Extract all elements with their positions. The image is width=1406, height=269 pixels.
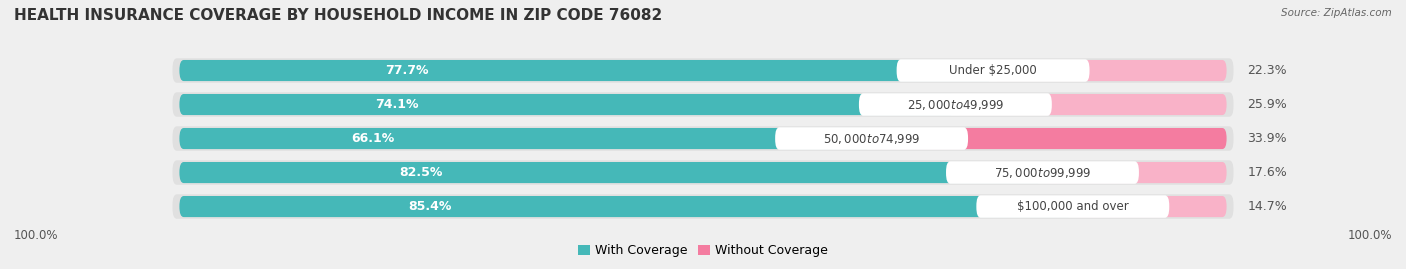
Text: HEALTH INSURANCE COVERAGE BY HOUSEHOLD INCOME IN ZIP CODE 76082: HEALTH INSURANCE COVERAGE BY HOUSEHOLD I… bbox=[14, 8, 662, 23]
Text: 100.0%: 100.0% bbox=[14, 229, 59, 242]
FancyBboxPatch shape bbox=[180, 196, 1073, 217]
Text: $100,000 and over: $100,000 and over bbox=[1017, 200, 1129, 213]
Text: 77.7%: 77.7% bbox=[385, 64, 429, 77]
FancyBboxPatch shape bbox=[173, 194, 1233, 219]
Text: $25,000 to $49,999: $25,000 to $49,999 bbox=[907, 98, 1004, 112]
FancyBboxPatch shape bbox=[180, 128, 872, 149]
FancyBboxPatch shape bbox=[1073, 196, 1226, 217]
Text: 33.9%: 33.9% bbox=[1247, 132, 1286, 145]
Text: 82.5%: 82.5% bbox=[399, 166, 443, 179]
FancyBboxPatch shape bbox=[180, 162, 1042, 183]
FancyBboxPatch shape bbox=[173, 126, 1233, 151]
FancyBboxPatch shape bbox=[872, 128, 1226, 149]
Text: $75,000 to $99,999: $75,000 to $99,999 bbox=[994, 165, 1091, 179]
FancyBboxPatch shape bbox=[1042, 162, 1226, 183]
FancyBboxPatch shape bbox=[180, 60, 993, 81]
Text: $50,000 to $74,999: $50,000 to $74,999 bbox=[823, 132, 921, 146]
FancyBboxPatch shape bbox=[775, 127, 969, 150]
Text: 17.6%: 17.6% bbox=[1247, 166, 1286, 179]
FancyBboxPatch shape bbox=[946, 161, 1139, 184]
Text: 22.3%: 22.3% bbox=[1247, 64, 1286, 77]
Legend: With Coverage, Without Coverage: With Coverage, Without Coverage bbox=[572, 239, 834, 262]
Text: 74.1%: 74.1% bbox=[375, 98, 419, 111]
Text: 66.1%: 66.1% bbox=[352, 132, 395, 145]
Text: Under $25,000: Under $25,000 bbox=[949, 64, 1038, 77]
Text: 100.0%: 100.0% bbox=[1347, 229, 1392, 242]
FancyBboxPatch shape bbox=[180, 94, 955, 115]
Text: 14.7%: 14.7% bbox=[1247, 200, 1286, 213]
Text: 25.9%: 25.9% bbox=[1247, 98, 1286, 111]
Text: 85.4%: 85.4% bbox=[408, 200, 451, 213]
Text: Source: ZipAtlas.com: Source: ZipAtlas.com bbox=[1281, 8, 1392, 18]
FancyBboxPatch shape bbox=[955, 94, 1226, 115]
FancyBboxPatch shape bbox=[897, 59, 1090, 82]
FancyBboxPatch shape bbox=[859, 93, 1052, 116]
FancyBboxPatch shape bbox=[976, 195, 1170, 218]
FancyBboxPatch shape bbox=[993, 60, 1226, 81]
FancyBboxPatch shape bbox=[173, 160, 1233, 185]
FancyBboxPatch shape bbox=[173, 92, 1233, 117]
FancyBboxPatch shape bbox=[173, 58, 1233, 83]
